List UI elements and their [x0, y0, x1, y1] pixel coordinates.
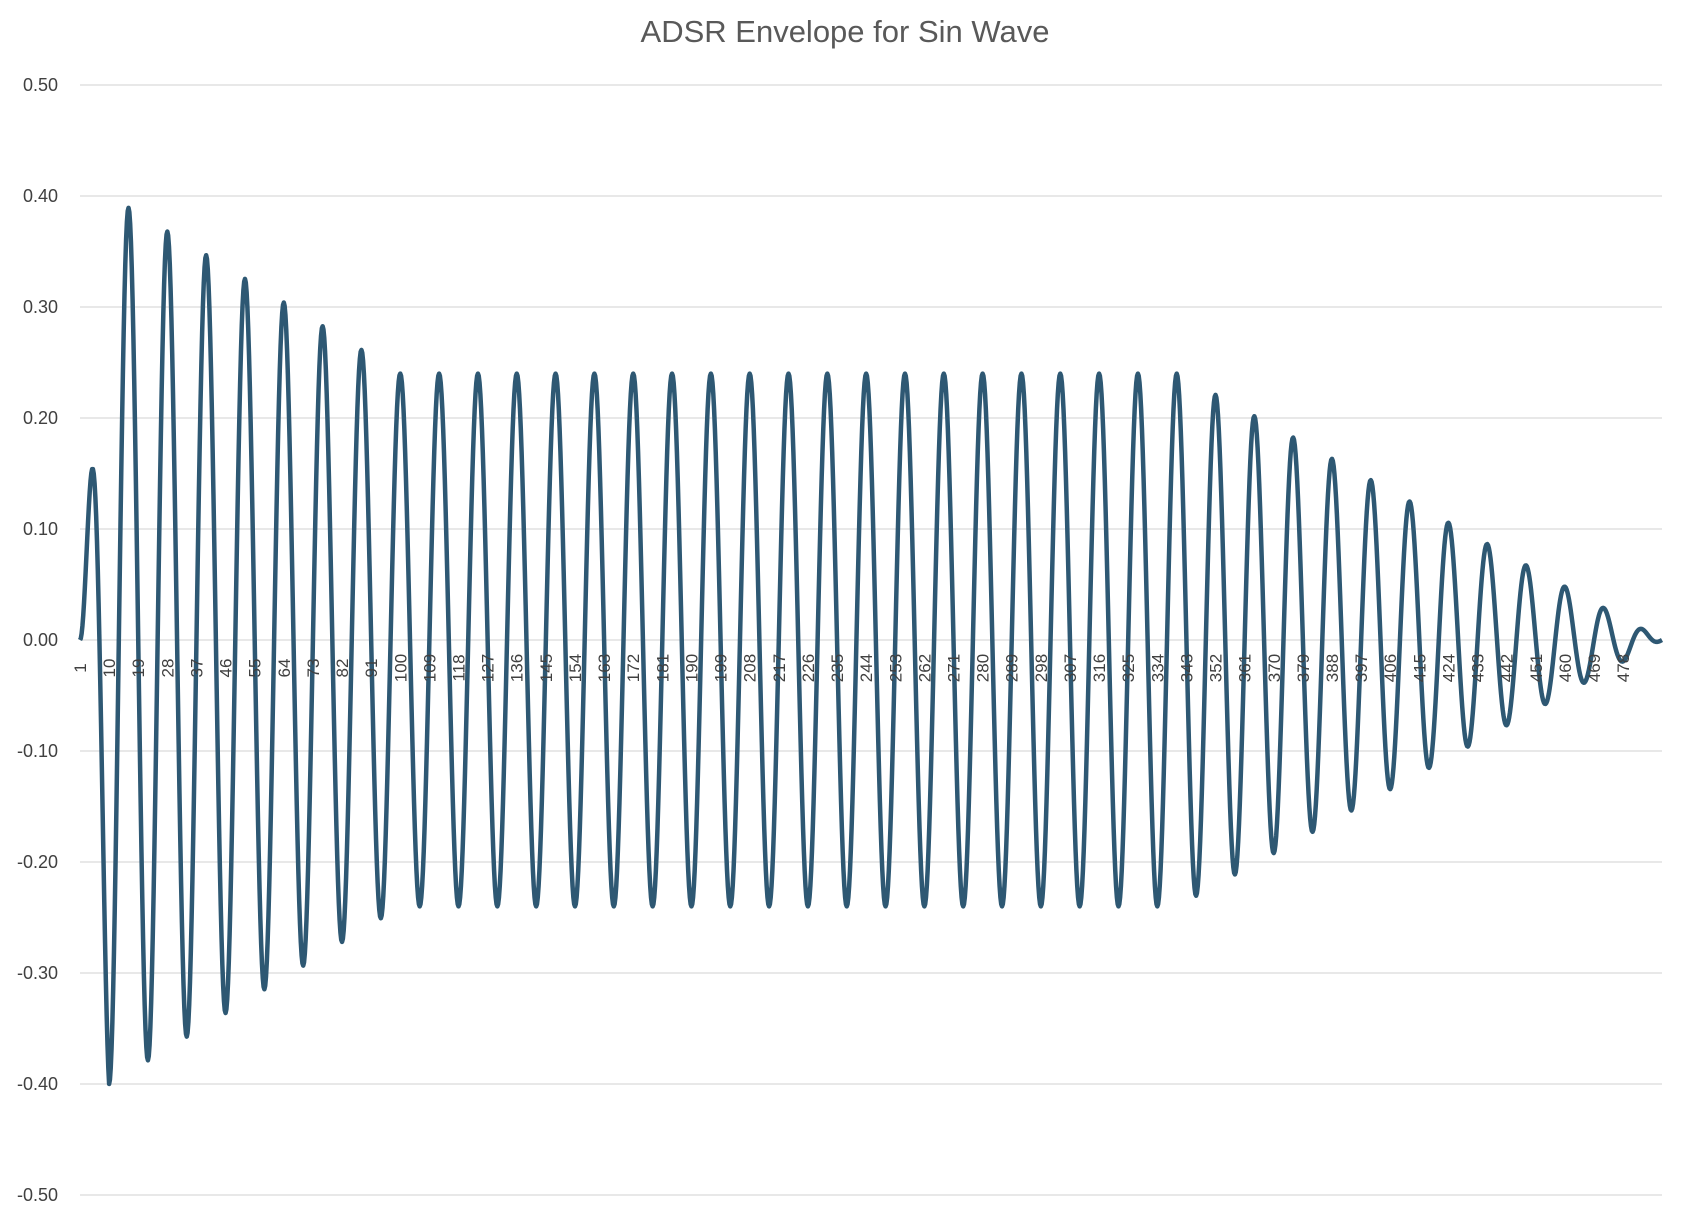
- x-tick-label: 19: [129, 659, 148, 678]
- x-tick-label: 136: [508, 654, 527, 682]
- x-tick-label: 217: [770, 654, 789, 682]
- x-tick-label: 109: [420, 654, 439, 682]
- x-tick-label: 451: [1527, 654, 1546, 682]
- y-tick-label: 0.00: [23, 630, 58, 650]
- y-tick-label: -0.10: [17, 741, 58, 761]
- series-line: [77, 205, 1664, 1087]
- x-tick-label: 64: [275, 659, 294, 678]
- x-tick-label: 28: [158, 659, 177, 678]
- x-tick-label: 190: [682, 654, 701, 682]
- grid-lines: [80, 84, 1662, 1196]
- x-tick-label: 271: [944, 654, 963, 682]
- x-tick-label: 100: [391, 654, 410, 682]
- x-tick-label: 280: [974, 654, 993, 682]
- y-tick-label: 0.40: [23, 186, 58, 206]
- x-tick-label: 253: [886, 654, 905, 682]
- y-axis: 0.50 0.40 0.30 0.20 0.10 0.00 -0.10 -0.20 -0.30 -…: [17, 75, 58, 1205]
- x-axis: 1 10 19 28 37 46 55 64 73 82 91 100 109 118 127 136 145 1…: [71, 654, 1633, 682]
- x-tick-label: 469: [1585, 654, 1604, 682]
- x-tick-label: 10: [100, 659, 119, 678]
- chart-title: ADSR Envelope for Sin Wave: [640, 14, 1050, 49]
- x-tick-label: 154: [566, 654, 585, 682]
- y-tick-label: 0.30: [23, 297, 58, 317]
- x-tick-label: 262: [915, 654, 934, 682]
- x-tick-label: 46: [217, 659, 236, 678]
- y-tick-label: -0.30: [17, 963, 58, 983]
- x-tick-label: 208: [741, 654, 760, 682]
- x-tick-label: 298: [1032, 654, 1051, 682]
- x-tick-label: 226: [799, 654, 818, 682]
- x-tick-label: 244: [857, 654, 876, 682]
- x-tick-label: 82: [333, 659, 352, 678]
- x-tick-label: 163: [595, 654, 614, 682]
- x-tick-label: 145: [537, 654, 556, 682]
- x-tick-label: 433: [1469, 654, 1488, 682]
- x-tick-label: 127: [479, 654, 498, 682]
- x-tick-label: 316: [1090, 654, 1109, 682]
- x-tick-label: 73: [304, 659, 323, 678]
- x-tick-label: 37: [187, 659, 206, 678]
- y-tick-label: -0.50: [17, 1185, 58, 1205]
- x-tick-label: 118: [450, 654, 469, 681]
- x-tick-label: 172: [624, 654, 643, 682]
- y-tick-label: 0.10: [23, 519, 58, 539]
- x-tick-label: 361: [1236, 654, 1255, 682]
- x-tick-label: 1: [71, 663, 90, 672]
- y-tick-label: -0.20: [17, 852, 58, 872]
- x-tick-label: 370: [1265, 654, 1284, 682]
- x-tick-label: 424: [1439, 654, 1458, 682]
- x-tick-label: 334: [1148, 654, 1167, 682]
- x-tick-label: 55: [246, 659, 265, 678]
- x-tick-label: 415: [1410, 654, 1429, 682]
- x-tick-label: 379: [1294, 654, 1313, 682]
- x-tick-label: 235: [828, 654, 847, 682]
- x-tick-label: 388: [1323, 654, 1342, 682]
- x-tick-label: 91: [362, 659, 381, 678]
- x-tick-label: 352: [1207, 654, 1226, 682]
- y-tick-label: 0.50: [23, 75, 58, 95]
- x-tick-label: 181: [653, 654, 672, 682]
- x-tick-label: 397: [1352, 654, 1371, 682]
- x-tick-label: 199: [712, 654, 731, 682]
- y-tick-label: 0.20: [23, 408, 58, 428]
- x-tick-label: 478: [1614, 654, 1633, 682]
- y-tick-label: -0.40: [17, 1074, 58, 1094]
- x-tick-label: 307: [1061, 654, 1080, 682]
- x-tick-label: 325: [1119, 654, 1138, 682]
- x-tick-label: 406: [1381, 654, 1400, 682]
- x-tick-label: 343: [1177, 654, 1196, 682]
- x-tick-label: 442: [1498, 654, 1517, 682]
- x-tick-label: 460: [1556, 654, 1575, 682]
- series-layer: [77, 205, 1664, 1087]
- x-tick-label: 289: [1003, 654, 1022, 682]
